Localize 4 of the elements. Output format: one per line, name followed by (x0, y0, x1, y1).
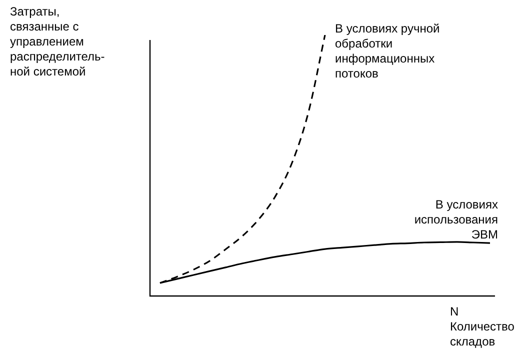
x-axis-title: N Количество складов (450, 304, 515, 348)
series-label: В условиях ручной обработки информационных потоков (335, 21, 440, 80)
series-label: В условиях использования ЭВМ (414, 197, 498, 242)
y-axis-title: Затраты, связанные с управлением распределитель- ной системой (10, 4, 105, 78)
